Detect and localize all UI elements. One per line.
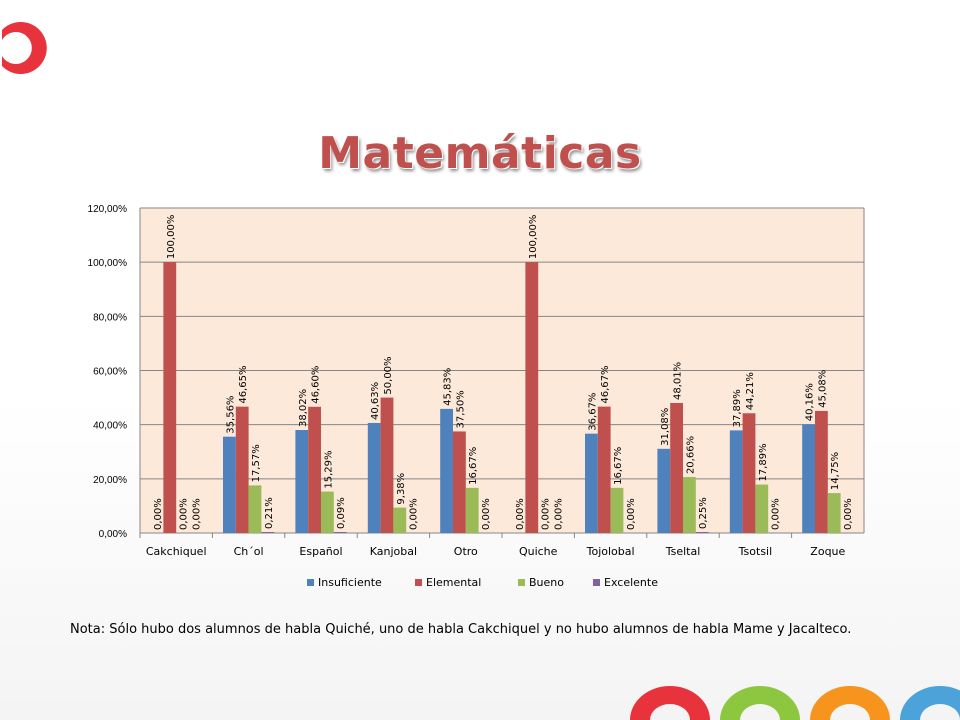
logo-arc-topleft	[2, 22, 47, 74]
bar	[261, 532, 275, 533]
data-label: 37,89%	[732, 389, 743, 427]
data-label: 40,63%	[370, 382, 381, 420]
data-label: 0,00%	[515, 498, 526, 530]
bar	[729, 430, 743, 533]
slide-title: Matemáticas	[318, 128, 642, 179]
data-label: 48,01%	[673, 362, 684, 400]
data-label: 0,09%	[336, 497, 347, 529]
data-label: 0,25%	[698, 497, 709, 529]
data-label: 37,50%	[455, 390, 466, 428]
data-label: 0,00%	[843, 498, 854, 530]
data-label: 50,00%	[383, 356, 394, 394]
x-tick-label: Quiche	[519, 545, 558, 558]
bar	[670, 402, 683, 533]
y-tick-label: 60,00%	[93, 367, 127, 378]
data-label: 46,67%	[600, 365, 611, 403]
bar	[525, 262, 539, 533]
data-label: 17,57%	[251, 444, 262, 482]
data-label: 38,02%	[298, 389, 309, 427]
legend-swatch	[307, 579, 314, 586]
data-label: 45,08%	[817, 370, 828, 408]
bar	[367, 422, 381, 533]
data-label: 14,75%	[830, 452, 841, 490]
data-label: 46,60%	[311, 366, 322, 404]
y-tick-label: 100,00%	[88, 258, 128, 269]
data-label: 0,21%	[264, 497, 275, 529]
bar	[657, 448, 671, 533]
x-tick-label: Otro	[454, 545, 478, 558]
bar	[393, 507, 407, 533]
x-tick-label: Zoque	[810, 545, 845, 558]
data-label: 0,00%	[626, 498, 637, 530]
y-tick-label: 40,00%	[93, 421, 127, 432]
legend-label: Insuficiente	[318, 576, 382, 589]
y-tick-label: 0,00%	[99, 529, 127, 540]
x-tick-label: Cakchiquel	[146, 545, 207, 558]
bar	[308, 406, 321, 533]
y-tick-label: 120,00%	[88, 204, 128, 215]
data-label: 0,00%	[179, 498, 190, 530]
bar	[380, 397, 394, 533]
data-label: 16,67%	[468, 447, 479, 485]
x-tick-label: Kanjobal	[370, 545, 417, 558]
bar	[815, 410, 828, 533]
data-label: 0,00%	[541, 498, 552, 530]
bar	[321, 491, 334, 533]
data-label: 17,89%	[758, 443, 769, 481]
data-label: 20,66%	[685, 436, 696, 474]
data-label: 45,83%	[443, 368, 454, 406]
bar	[465, 487, 479, 533]
bar	[597, 406, 611, 533]
x-tick-label: Español	[299, 545, 342, 558]
bar	[235, 406, 249, 533]
legend-label: Excelente	[604, 576, 658, 589]
y-tick-label: 20,00%	[93, 475, 127, 486]
data-label: 0,00%	[191, 498, 202, 530]
data-label: 100,00%	[166, 215, 177, 260]
data-label: 31,08%	[660, 408, 671, 446]
data-label: 40,16%	[805, 383, 816, 421]
bar	[610, 487, 624, 533]
data-label: 100,00%	[528, 215, 539, 260]
data-label: 46,65%	[238, 366, 249, 404]
bar	[755, 484, 769, 533]
data-label: 0,00%	[481, 498, 492, 530]
bar	[585, 433, 598, 533]
bar	[802, 424, 815, 533]
data-label: 0,00%	[553, 498, 564, 530]
x-tick-label: Tsotsil	[738, 545, 773, 558]
x-tick-label: Ch´ol	[234, 545, 264, 558]
data-label: 0,00%	[409, 498, 420, 530]
bar	[295, 430, 309, 533]
bar	[440, 408, 453, 533]
bar	[248, 485, 262, 533]
data-label: 44,21%	[745, 372, 756, 410]
bar	[695, 532, 709, 533]
data-label: 36,67%	[587, 393, 598, 431]
bar	[163, 262, 177, 533]
bar	[453, 431, 466, 533]
data-label: 35,56%	[225, 396, 236, 434]
logo-shapes-bottom	[630, 686, 960, 720]
data-label: 0,00%	[771, 498, 782, 530]
x-tick-label: Tseltal	[665, 545, 701, 558]
bar	[742, 413, 756, 533]
legend-label: Elemental	[426, 576, 481, 589]
data-label: 16,67%	[613, 447, 624, 485]
bar-chart: 0,00% 20,00% 40,00% 60,00% 80,00% 100,00% 120,…	[88, 204, 865, 589]
data-label: 9,38%	[396, 473, 407, 505]
bar	[333, 532, 347, 533]
bar	[683, 477, 696, 533]
bar	[827, 493, 841, 533]
data-label: 0,00%	[153, 498, 164, 530]
legend-swatch	[593, 579, 600, 586]
y-tick-label: 80,00%	[93, 312, 127, 323]
bar	[223, 436, 236, 533]
footnote: Nota: Sólo hubo dos alumnos de habla Qui…	[70, 622, 852, 637]
legend-swatch	[415, 579, 422, 586]
x-tick-label: Tojolobal	[586, 545, 635, 558]
data-label: 15,29%	[323, 450, 334, 488]
legend-swatch	[518, 579, 525, 586]
legend-label: Bueno	[529, 576, 564, 589]
